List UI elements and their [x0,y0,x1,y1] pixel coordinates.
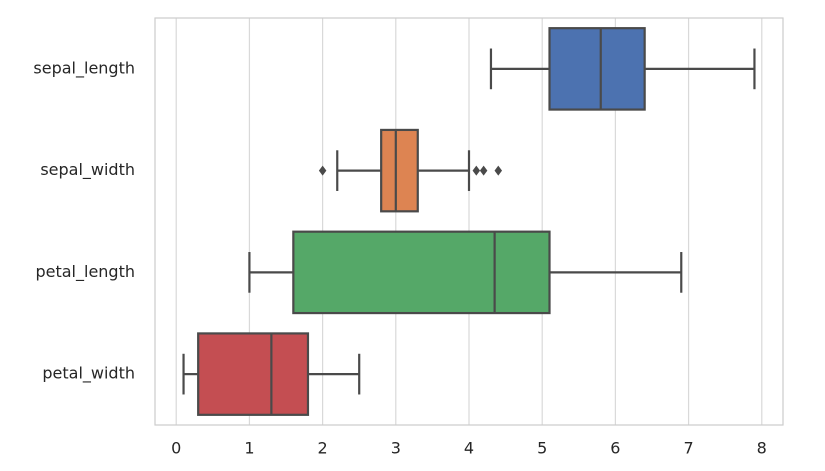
box [292,230,551,315]
x-tick-label: 3 [391,439,401,458]
x-tick-label: 7 [683,439,693,458]
x-tick-label: 1 [244,439,254,458]
outlier [472,165,481,176]
plot-frame [154,17,784,426]
x-tick-label: 8 [757,439,767,458]
outlier [479,165,488,176]
y-tick-label: sepal_length [33,58,135,78]
x-tick-label: 0 [171,439,181,458]
y-tick-label: petal_width [42,364,135,384]
x-tick-label: 5 [537,439,547,458]
outlier [494,165,503,176]
outlier [318,165,327,176]
y-tick-label: petal_length [35,262,135,282]
y-tick-label: sepal_width [40,160,135,180]
x-tick-label: 6 [610,439,620,458]
x-tick-label: 4 [464,439,474,458]
box [548,27,646,111]
box [197,332,310,416]
labels: 0 1 2 3 4 5 6 7 8 sepal_length sepal_width petal_le… [33,58,766,457]
x-tick-label: 2 [318,439,328,458]
box [380,128,419,213]
plot-marks [182,27,756,416]
